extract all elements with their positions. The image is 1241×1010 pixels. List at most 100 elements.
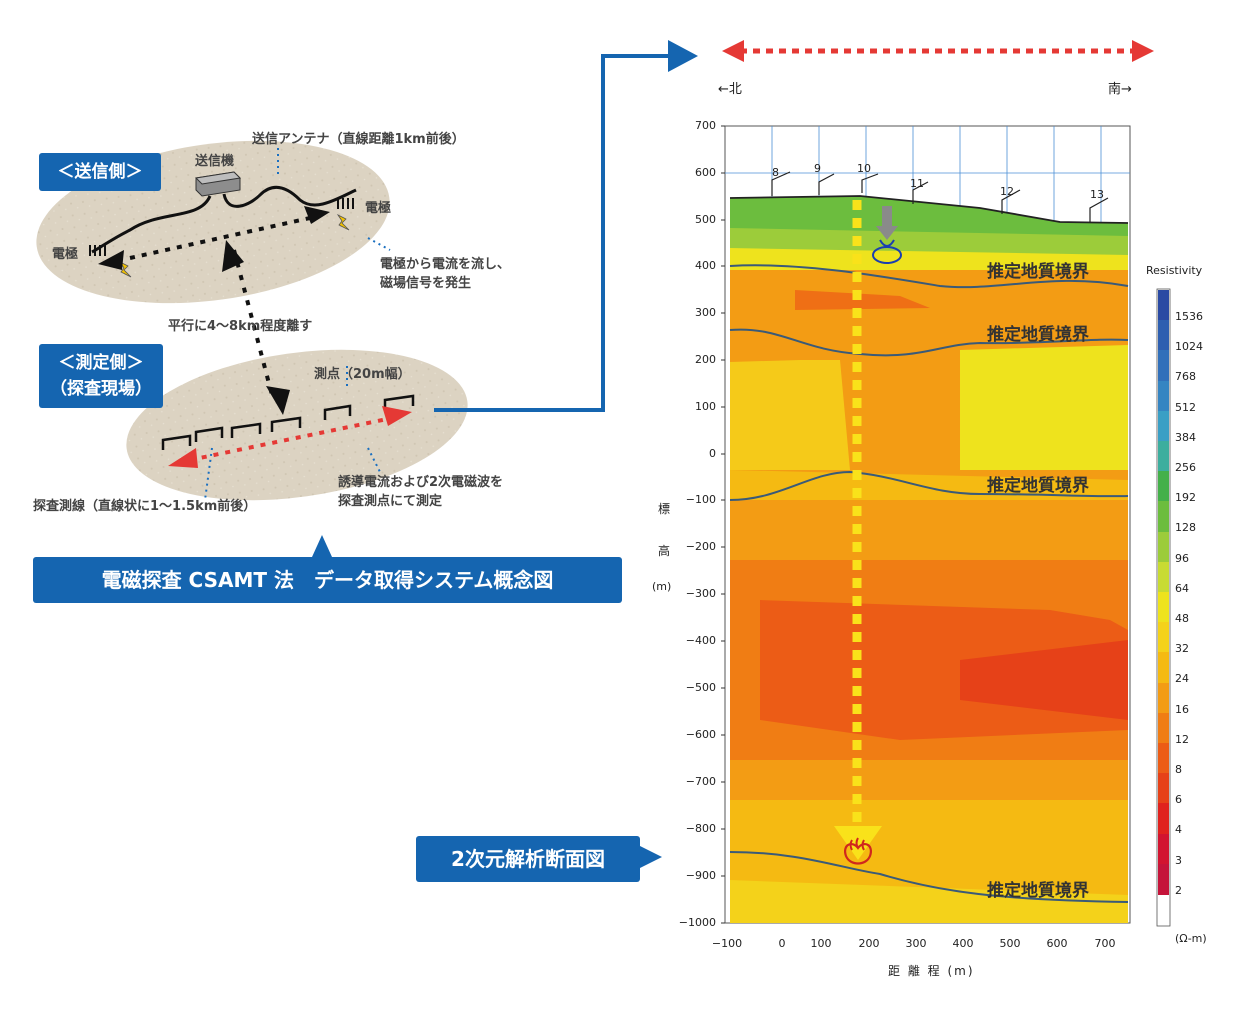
legend-swatch [1158,592,1169,623]
y-tick: −600 [685,728,716,741]
y-tick: 700 [695,119,716,132]
y-axis-label-2: 高 [658,544,671,558]
up-arrow [222,240,244,272]
line-label: 探査測線（直線状に1～1.5km前後） [33,499,257,514]
section-pointer [640,846,662,868]
station-number: 13 [1090,188,1104,201]
station-number: 8 [772,166,779,179]
legend-swatch [1158,833,1169,865]
antenna-label: 送信アンテナ（直線距離1km前後） [252,132,465,147]
induced-note: 誘導電流および2次電磁波を 探査測点にて測定 [338,473,503,511]
x-axis-label: 距 離 程 (m) [888,964,975,978]
legend-value: 1536 [1175,310,1203,323]
electrode-left-label: 電極 [52,247,79,262]
legend-value: 2 [1175,883,1182,897]
legend-value: 16 [1175,702,1189,716]
connector-arrow-icon [668,40,698,72]
x-tick: 500 [999,937,1021,950]
y-tick: −1000 [678,916,716,929]
y-tick: 0 [709,447,716,460]
measure-side-line2: （探査現場） [50,379,152,399]
caption-title: 電磁探査 CSAMT 法 データ取得システム概念図 [33,557,622,603]
legend-value: 6 [1175,793,1182,807]
gray-arrow-icon [876,226,898,240]
legend-swatch [1158,773,1169,804]
boundary-label: 推定地質境界 [987,325,1089,345]
measure-area [126,349,468,501]
y-tick: 200 [695,353,716,366]
direction-arrow-left-icon [722,40,744,62]
legend-value: 8 [1175,763,1182,776]
legend-value: 768 [1175,370,1196,384]
station-number: 10 [857,162,871,175]
south-label: 南→ [1108,82,1132,97]
current-note-line1: 電極から電流を流し、 [380,257,511,272]
y-tick: −800 [685,822,716,835]
y-tick: −400 [685,634,716,647]
legend-value: 24 [1175,672,1189,686]
induced-note-line1: 誘導電流および2次電磁波を [338,475,504,490]
legend-swatch [1158,712,1169,744]
measure-dotted-line [189,416,393,462]
north-label: ←北 [718,82,742,97]
y-axis-label-1: 標 [658,502,671,516]
legend-swatch [1158,410,1169,442]
legend-swatch [1158,471,1169,502]
current-note: 電極から電流を流し、 磁場信号を発生 [380,255,510,293]
hot-spring-icon [844,837,872,865]
lightning-left-icon [118,260,132,278]
x-tick: 300 [905,937,927,950]
legend-value: 48 [1175,612,1189,625]
x-tick: −100 [711,937,743,950]
legend-value: 256 [1175,461,1196,474]
legend-value: 32 [1175,642,1189,656]
induced-note-line2: 探査測点にて測定 [338,494,443,509]
legend-swatch [1158,531,1169,563]
electrode-left-icon [89,245,106,256]
lightning-right-icon [336,213,350,231]
parallel-label: 平行に4～8km程度離す [168,319,313,334]
y-tick: 400 [695,259,716,272]
station-number: 9 [814,162,821,175]
send-side-label: ＜送信側＞ [39,153,161,191]
legend-value: 64 [1175,581,1189,595]
transmitter-icon [194,171,242,197]
ground-surface [729,195,1129,224]
x-tick: 700 [1094,937,1116,950]
y-axis-label-3: (m) [652,580,672,593]
x-tick: 0 [778,937,786,950]
legend-swatch [1158,682,1169,714]
x-tick: 100 [810,937,832,950]
measure-side-line1: ＜測定側＞ [58,353,144,373]
legend-value: 3 [1175,853,1182,867]
transmitter-label: 送信機 [195,154,235,169]
legend-swatch [1158,350,1169,382]
current-note-line2: 磁場信号を発生 [380,276,472,291]
target-arrow-icon [834,826,882,860]
y-tick: 600 [695,166,716,179]
y-tick: 100 [695,400,716,413]
geologic-boundary-lines [729,264,1129,903]
direction-arrow-right-icon [1132,40,1154,62]
send-arrow-left [98,250,124,270]
legend-value: 192 [1175,491,1196,505]
legend-swatch [1158,561,1169,593]
legend-swatch [1158,380,1169,412]
legend-swatch [1158,290,1169,321]
boundary-label: 推定地質境界 [987,476,1089,496]
legend-title: Resistivity [1146,264,1203,277]
legend-value: 512 [1175,400,1196,414]
station-brackets [161,394,415,450]
station-number: 11 [910,177,924,190]
legend-swatch [1158,501,1169,533]
legend-value: 384 [1175,430,1196,444]
caption-pointer [312,535,332,557]
legend-swatch [1158,652,1169,684]
boundary-label: 推定地質境界 [987,262,1089,282]
down-arrow [266,386,290,415]
legend-swatch [1158,441,1169,472]
boundary-label: 推定地質境界 [987,881,1089,901]
legend-swatch [1158,743,1169,774]
y-tick: −200 [685,540,716,553]
